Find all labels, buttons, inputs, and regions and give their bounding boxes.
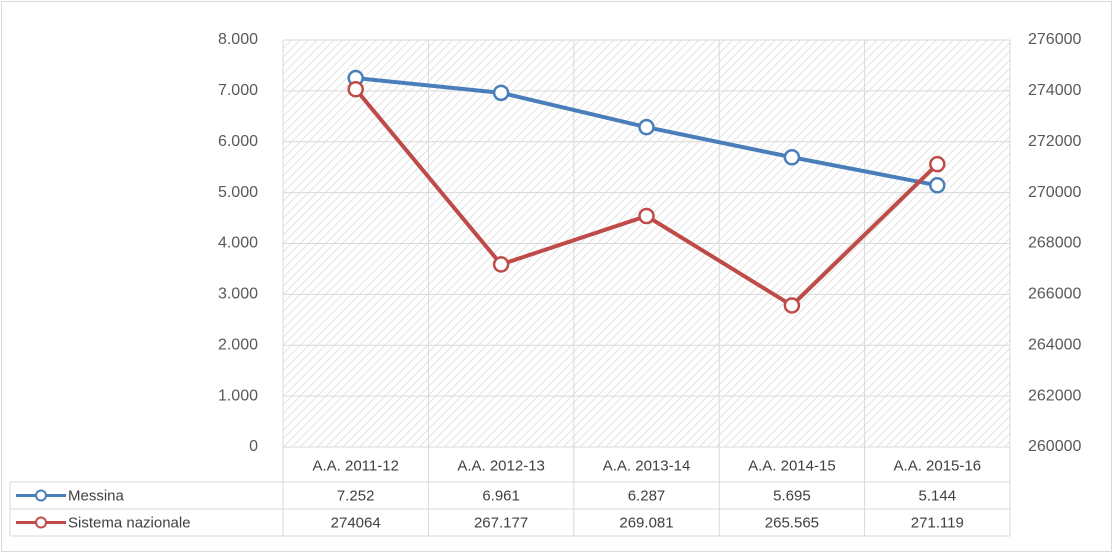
marker	[929, 177, 946, 194]
table-value: 5.144	[919, 487, 957, 504]
table-value: 269.081	[619, 514, 673, 531]
table-value: 265.565	[765, 514, 819, 531]
y-tick-label: 8.000	[218, 31, 258, 48]
table-value: 5.695	[773, 487, 811, 504]
marker	[783, 297, 801, 314]
y2-tick-label: 276000	[1028, 31, 1081, 48]
y2-tick-label: 266000	[1028, 286, 1081, 303]
y2-tick-label: 268000	[1028, 235, 1081, 252]
table-value: 274064	[331, 514, 381, 531]
x-tick-label: A.A. 2015-16	[894, 457, 982, 474]
y-tick-label: 0	[249, 438, 258, 455]
y2-tick-label: 272000	[1028, 133, 1081, 150]
table-value: 7.252	[337, 487, 375, 504]
table-value: 271.119	[911, 514, 964, 531]
y-tick-label: 7.000	[218, 82, 258, 99]
table-value: 6.961	[482, 487, 520, 504]
marker	[347, 80, 364, 98]
y2-tick-label: 274000	[1028, 82, 1081, 99]
legend-label: Sistema nazionale	[68, 514, 191, 531]
marker	[638, 207, 655, 225]
table-value: 267.177	[474, 514, 528, 531]
data-table: A.A. 2011-12 A.A. 2012-13 A.A. 2013-14 A.A.…	[9, 40, 1011, 537]
y-tick-label: 6.000	[218, 133, 258, 150]
table-value: 6.287	[628, 487, 666, 504]
y-tick-label: 1.000	[218, 387, 258, 404]
marker	[492, 256, 510, 273]
y-tick-label: 5.000	[218, 184, 258, 201]
legend-label: Messina	[68, 487, 125, 504]
legend-key-marker	[35, 489, 47, 502]
y2-tick-label: 270000	[1028, 184, 1081, 201]
y-tick-label: 4.000	[218, 235, 258, 252]
marker	[783, 149, 801, 166]
marker	[638, 118, 655, 136]
y-tick-label: 2.000	[218, 336, 258, 353]
x-tick-label: A.A. 2011-12	[312, 457, 398, 474]
marker	[492, 84, 510, 102]
legend-key-marker	[35, 516, 47, 529]
y-tick-label: 3.000	[218, 286, 258, 303]
x-tick-label: A.A. 2014-15	[748, 457, 836, 474]
x-tick-label: A.A. 2013-14	[603, 457, 691, 474]
x-tick-label: A.A. 2012-13	[457, 457, 545, 474]
marker	[929, 155, 946, 173]
y2-tick-label: 262000	[1028, 387, 1081, 404]
y2-tick-label: 264000	[1028, 336, 1081, 353]
y2-tick-label: 260000	[1028, 438, 1081, 455]
